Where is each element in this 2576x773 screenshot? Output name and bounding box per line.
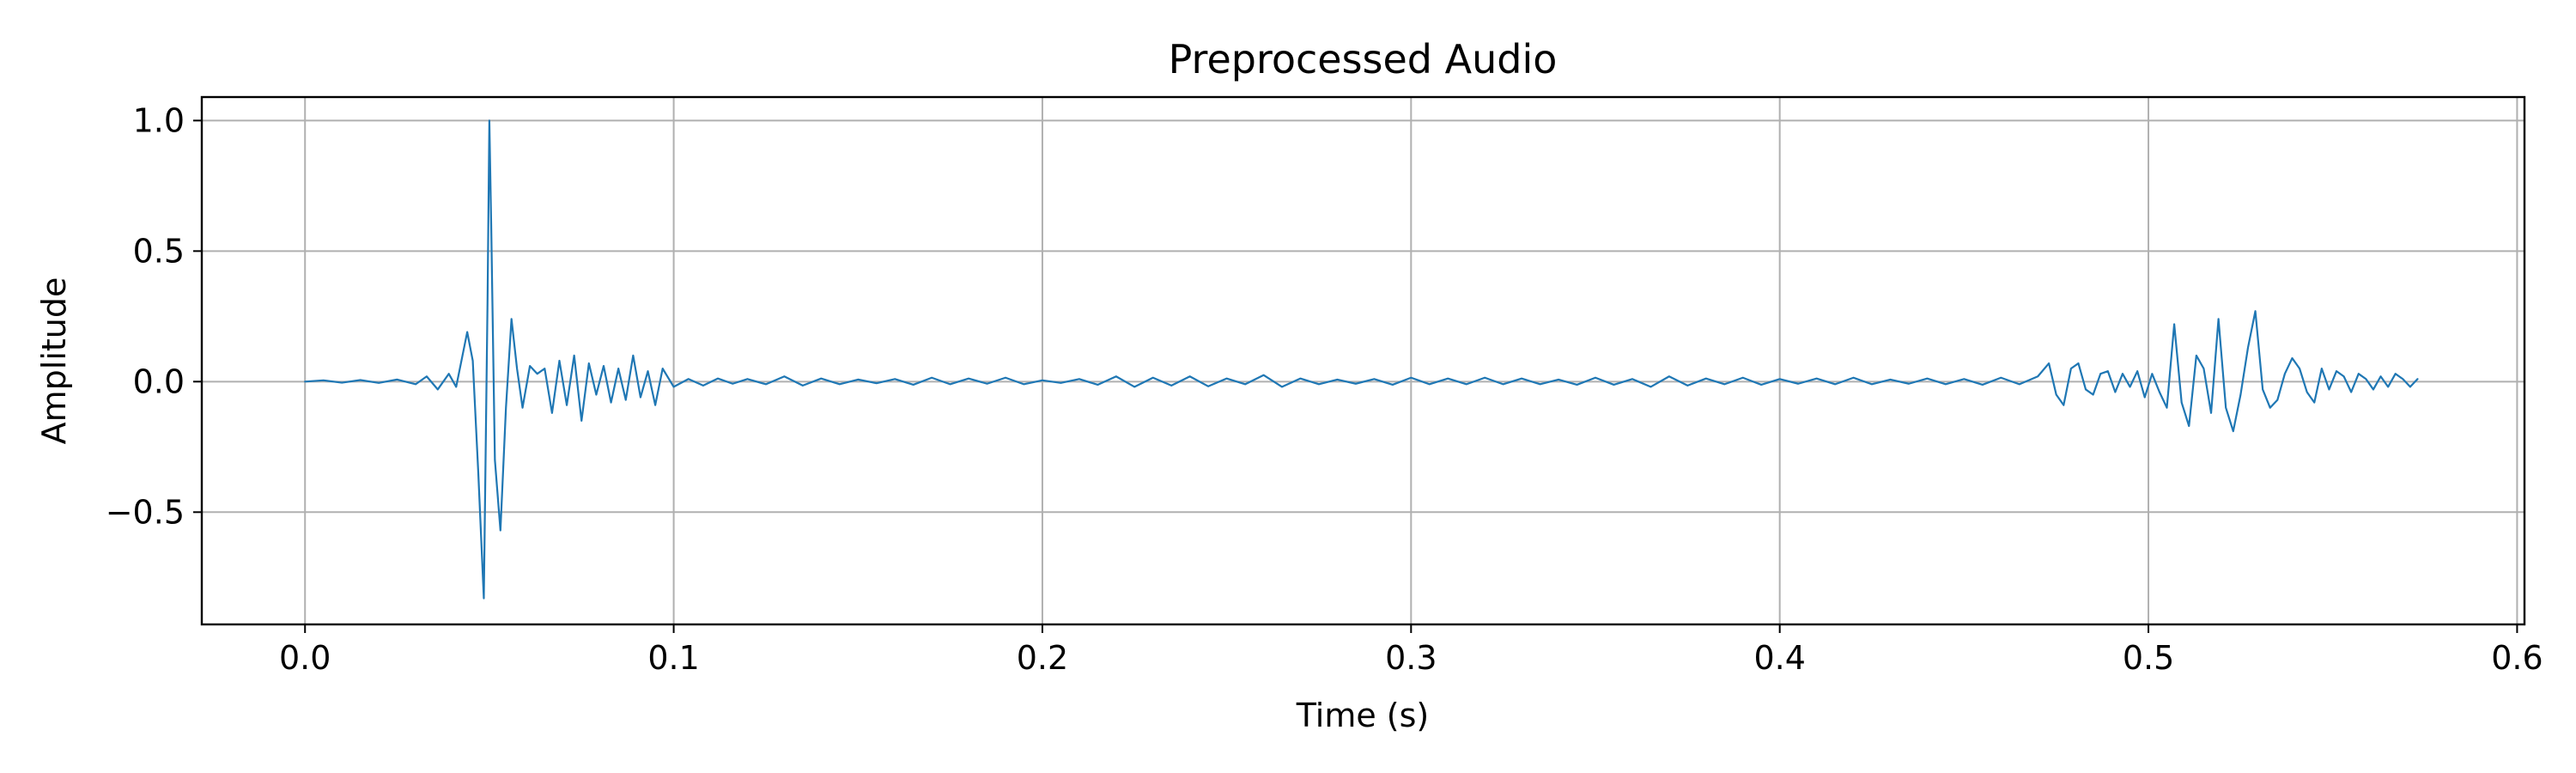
chart-title: Preprocessed Audio — [1169, 36, 1558, 82]
x-tick-label: 0.2 — [1017, 639, 1068, 677]
waveform-line — [304, 119, 2419, 600]
x-tick-label: 0.6 — [2491, 639, 2543, 677]
axis-ticks: 0.0 0.1 0.2 0.3 0.4 0.5 0.6 −0.5 0.0 0.5 1.0 — [106, 101, 2543, 677]
x-tick-label: 0.3 — [1385, 639, 1437, 677]
y-tick-label: 1.0 — [133, 101, 185, 139]
plot-area-frame — [200, 95, 2526, 626]
y-axis-label: Amplitude — [35, 277, 73, 445]
x-tick-label: 0.5 — [2123, 639, 2174, 677]
x-tick-label: 0.4 — [1753, 639, 1805, 677]
x-axis-label: Time (s) — [1296, 697, 1430, 734]
x-tick-label: 0.1 — [647, 639, 699, 677]
y-tick-label: 0.0 — [133, 362, 185, 400]
y-tick-label: 0.5 — [133, 232, 185, 270]
y-tick-label: −0.5 — [106, 493, 185, 531]
x-tick-label: 0.0 — [279, 639, 331, 677]
waveform-layer — [304, 119, 2419, 600]
